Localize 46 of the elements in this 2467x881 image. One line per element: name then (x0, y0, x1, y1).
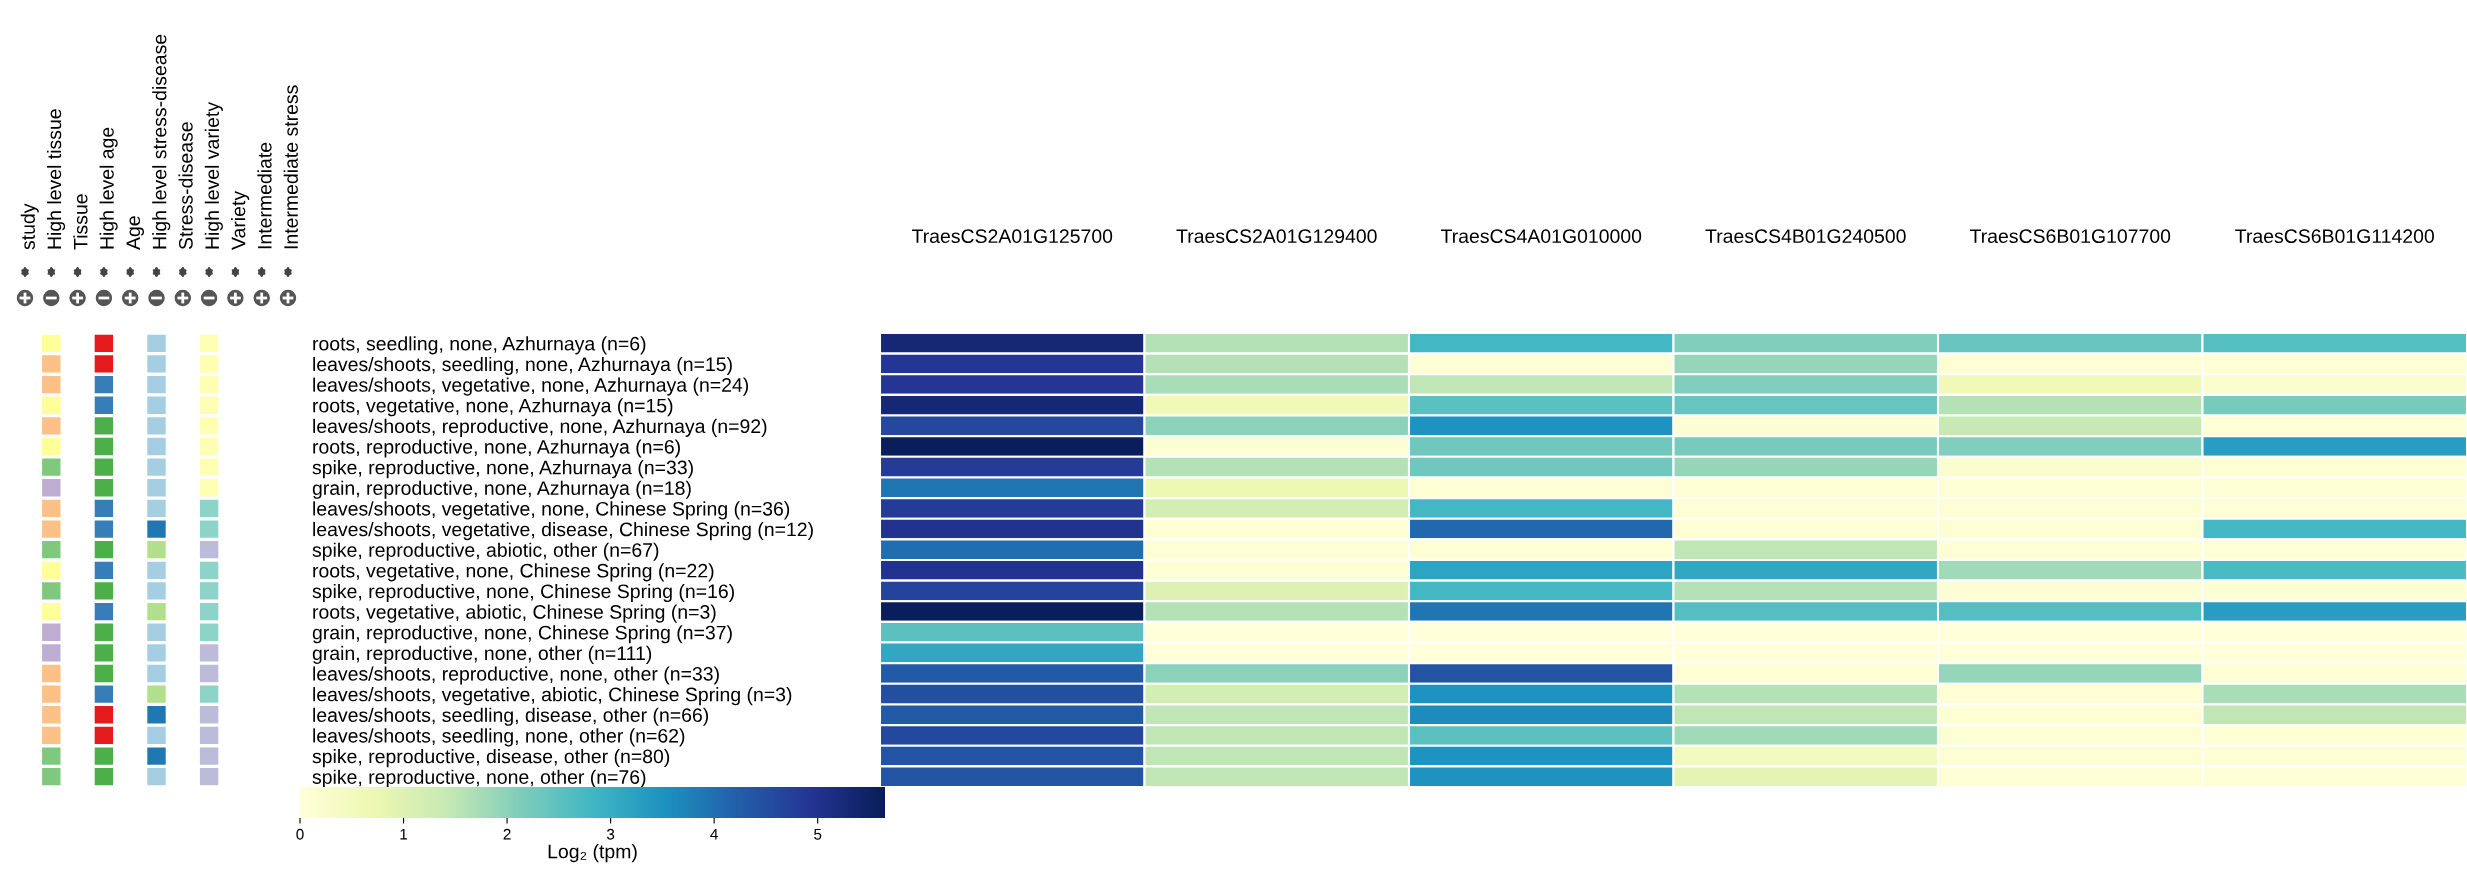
y-tick-label: leaves/shoots, seedling, none, Azhurnaya (n=15) (313, 356, 732, 376)
y-tick-label: leaves/shoots, seedling, disease, other (n=66) (313, 707, 709, 726)
category-label: Tissue (73, 194, 88, 250)
category-label: High level tissue (46, 109, 66, 249)
y-tick-label: leaves/shoots, seedling, none, other (n=62) (313, 728, 685, 747)
category-label: Variety (231, 190, 250, 250)
y-tick-label: roots, seedling, none, Azhurnaya (n=6) (313, 336, 646, 355)
color-bar-label: 1 (400, 828, 408, 840)
category-label: High level variety (204, 101, 223, 249)
category-label: High level stress-disease (152, 34, 171, 249)
y-tick-label: roots, vegetative, none, Chinese Spring (n=22) (313, 563, 714, 582)
category-label: Stress-disease (178, 122, 193, 250)
y-tick-label: leaves/shoots, vegetative, none, Chinese Spring (n=36) (313, 501, 790, 520)
y-tick-label: grain, reproductive, none, Chinese Spring (n=37) (312, 625, 732, 644)
color-bar-label: 2 (503, 828, 511, 840)
x-tick-label: TraesCS4A01G010000 (1440, 229, 1642, 244)
x-tick-label: TraesCS6B01G107700 (1969, 229, 2171, 244)
category-label: Age (126, 216, 144, 250)
color-bar-label: 5 (814, 828, 822, 840)
y-tick-label: spike, reproductive, none, Chinese Spring (n=16) (312, 583, 734, 603)
color-bar-label: 3 (606, 828, 615, 840)
y-tick-label: leaves/shoots, vegetative, disease, Chinese Spring (n=12) (313, 522, 813, 541)
y-tick-label: spike, reproductive, none, Azhurnaya (n=33) (312, 460, 693, 479)
category-label: Intermediate (257, 142, 272, 249)
category-label: study (20, 203, 39, 250)
y-tick-label: roots, reproductive, none, Azhurnaya (n=6) (313, 439, 680, 458)
y-tick-label: leaves/shoots, vegetative, abiotic, Chinese Spring (n=3) (313, 687, 792, 706)
y-tick-label: leaves/shoots, reproductive, none, Azhurnaya (n=92) (313, 418, 767, 437)
color-bar-title: Log₂ (tpm) (548, 844, 637, 863)
category-label: High level age (99, 127, 118, 249)
y-tick-label: roots, vegetative, none, Azhurnaya (n=15) (313, 398, 673, 417)
y-tick-label: spike, reproductive, disease, other (n=80) (312, 749, 670, 768)
y-tick-label: roots, vegetative, abiotic, Chinese Spring (n=3) (313, 604, 716, 623)
y-tick-label: grain, reproductive, none, Azhurnaya (n=18) (312, 480, 691, 499)
category-label: Intermediate stress (283, 85, 298, 249)
y-tick-label: spike, reproductive, abiotic, other (n=67) (312, 542, 659, 561)
x-tick-label: TraesCS2A01G129400 (1176, 229, 1377, 244)
x-tick-label: TraesCS2A01G125700 (911, 229, 1113, 244)
x-tick-label: TraesCS6B01G114200 (2235, 229, 2434, 244)
color-bar-label: 0 (296, 828, 304, 840)
y-tick-label: spike, reproductive, none, other (n=76) (312, 769, 646, 788)
y-tick-label: leaves/shoots, vegetative, none, Azhurnaya (n=24) (313, 377, 749, 396)
y-tick-label: leaves/shoots, reproductive, none, other (n=33) (313, 666, 719, 685)
x-tick-label: TraesCS4B01G240500 (1705, 229, 1906, 244)
color-bar-label: 4 (710, 828, 718, 840)
y-tick-label: grain, reproductive, none, other (n=111) (312, 645, 652, 664)
